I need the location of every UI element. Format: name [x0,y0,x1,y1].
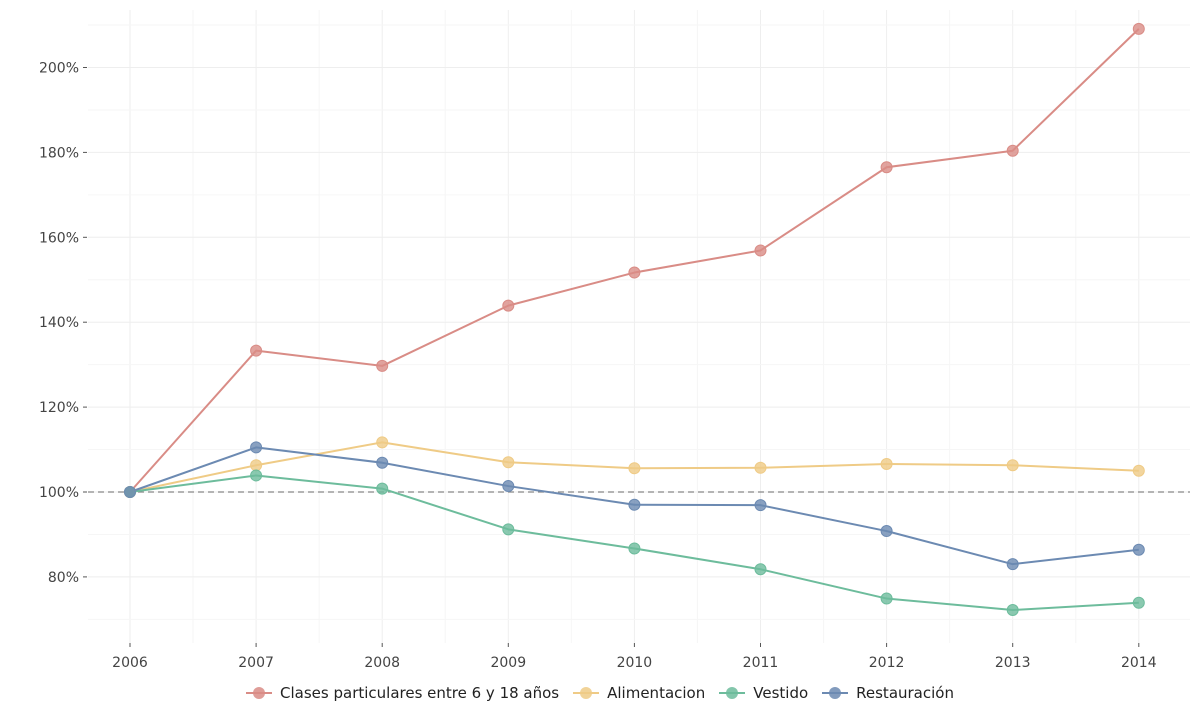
legend-item: Clases particulares entre 6 y 18 años [246,684,559,702]
data-point-s1-2013 [1006,459,1019,472]
x-tick-label: 2006 [112,655,148,671]
y-tick-label: 140% [39,315,79,331]
data-point-s3-2006 [124,486,136,498]
legend-key-icon [573,686,600,700]
legend-key-icon [719,686,746,700]
data-point-s0-2010 [628,266,641,279]
x-tick-label: 2012 [869,655,905,671]
data-point-s1-2010 [628,462,641,475]
legend-key-icon [822,686,849,700]
x-tick-label: 2013 [995,655,1031,671]
data-point-s1-2012 [880,457,893,470]
y-tick-label: 160% [39,230,79,246]
data-point-s2-2008 [376,482,389,495]
data-point-s3-2009 [502,480,515,493]
data-point-s2-2012 [880,592,893,605]
data-point-s0-2014 [1132,22,1145,35]
x-tick-label: 2014 [1121,655,1157,671]
legend-key-icon [246,686,273,700]
data-point-s1-2007 [250,459,263,472]
y-tick-label: 200% [39,61,79,77]
series-layer [124,22,1145,617]
y-tick-label: 120% [39,400,79,416]
y-tick-label: 180% [39,145,79,161]
grid-layer [88,10,1190,643]
data-point-s2-2013 [1006,604,1019,617]
data-point-s0-2007 [250,344,263,357]
axis-layer: 80% 100% 120% 140% 160% 180% 200% 2006 2007 2008 2… [39,61,1157,672]
legend-item: Vestido [719,684,808,702]
data-point-s0-2012 [880,161,893,174]
y-tick-label: 100% [39,485,79,501]
data-point-s2-2010 [628,542,641,555]
data-point-s2-2007 [250,469,263,482]
legend-item: Alimentacion [573,684,705,702]
data-point-s1-2011 [754,461,767,474]
legend-label: Alimentacion [607,684,706,702]
data-point-s0-2009 [502,299,515,312]
data-point-s3-2012 [880,525,893,538]
x-tick-label: 2010 [617,655,653,671]
data-point-s3-2011 [754,499,767,512]
legend-label: Vestido [753,684,809,702]
data-point-s0-2013 [1006,144,1019,157]
x-tick-label: 2007 [238,655,274,671]
data-point-s3-2013 [1006,558,1019,571]
data-point-s0-2008 [376,359,389,372]
legend-label: Clases particulares entre 6 y 18 años [280,684,560,702]
data-point-s3-2007 [250,441,263,454]
x-tick-label: 2011 [743,655,779,671]
y-tick-label: 80% [48,570,79,586]
data-point-s2-2011 [754,563,767,576]
data-point-s0-2011 [754,244,767,257]
legend-label: Restauración [856,684,954,702]
data-point-s3-2008 [376,456,389,469]
legend-item: Restauración [822,684,954,702]
x-tick-label: 2008 [364,655,400,671]
data-point-s1-2014 [1132,464,1145,477]
data-point-s2-2009 [502,523,515,536]
data-point-s2-2014 [1132,596,1145,609]
data-point-s3-2014 [1132,543,1145,556]
data-point-s1-2008 [376,436,389,449]
data-point-s1-2009 [502,456,515,469]
data-point-s3-2010 [628,498,641,511]
x-tick-label: 2009 [490,655,526,671]
legend: Clases particulares entre 6 y 18 años Ali… [0,684,1200,702]
